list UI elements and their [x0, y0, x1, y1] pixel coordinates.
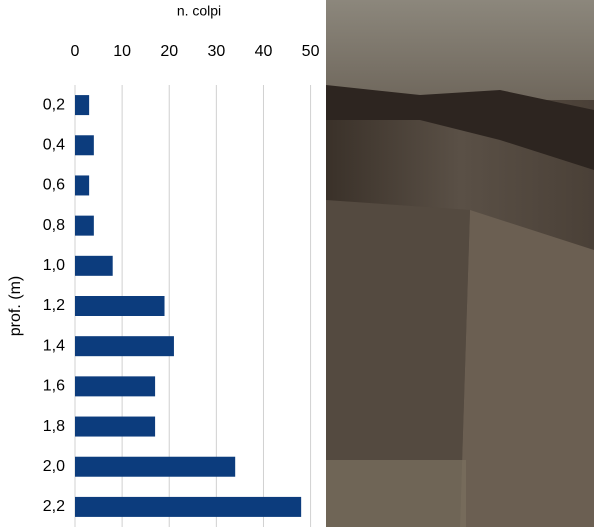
ground-surface: [326, 0, 594, 100]
y-tick-label: 0,6: [43, 177, 65, 194]
bar: [75, 456, 236, 477]
trench-wall: [460, 210, 594, 527]
x-tick-label: 40: [255, 43, 273, 60]
x-tick-label: 50: [302, 43, 320, 60]
x-tick-label: 20: [160, 43, 178, 60]
x-tick-label: 10: [113, 43, 131, 60]
bar: [75, 215, 94, 236]
y-tick-label: 0,2: [43, 96, 65, 113]
y-tick-label: 1,2: [43, 297, 65, 314]
x-tick-label: 0: [71, 43, 80, 60]
photo: [326, 0, 594, 527]
x-axis-title: n. colpi: [177, 3, 221, 19]
y-tick-label: 0,4: [43, 136, 65, 153]
bar: [75, 135, 94, 156]
topsoil: [326, 85, 594, 170]
chart: n. colpi prof. (m) 0 10 20 30 40 50 0,2 0,4 0,6 0…: [7, 3, 320, 527]
y-tick-label: 0,8: [43, 217, 65, 234]
bar: [75, 175, 90, 196]
bar: [75, 336, 174, 357]
bar: [75, 416, 156, 437]
y-tick-label: 1,6: [43, 378, 65, 395]
bar: [75, 376, 156, 397]
bar: [75, 255, 113, 276]
trench-side: [326, 200, 470, 527]
y-tick-label: 1,4: [43, 337, 65, 354]
y-tick-label: 1,0: [43, 257, 65, 274]
y-axis-title: prof. (m): [7, 276, 24, 336]
bar: [75, 496, 302, 517]
y-tick-label: 2,0: [43, 458, 65, 475]
bar: [75, 296, 165, 316]
x-tick-label: 30: [207, 43, 225, 60]
water: [326, 460, 466, 527]
bar: [75, 95, 90, 116]
y-tick-label: 1,8: [43, 418, 65, 435]
y-tick-label: 2,2: [43, 498, 65, 515]
